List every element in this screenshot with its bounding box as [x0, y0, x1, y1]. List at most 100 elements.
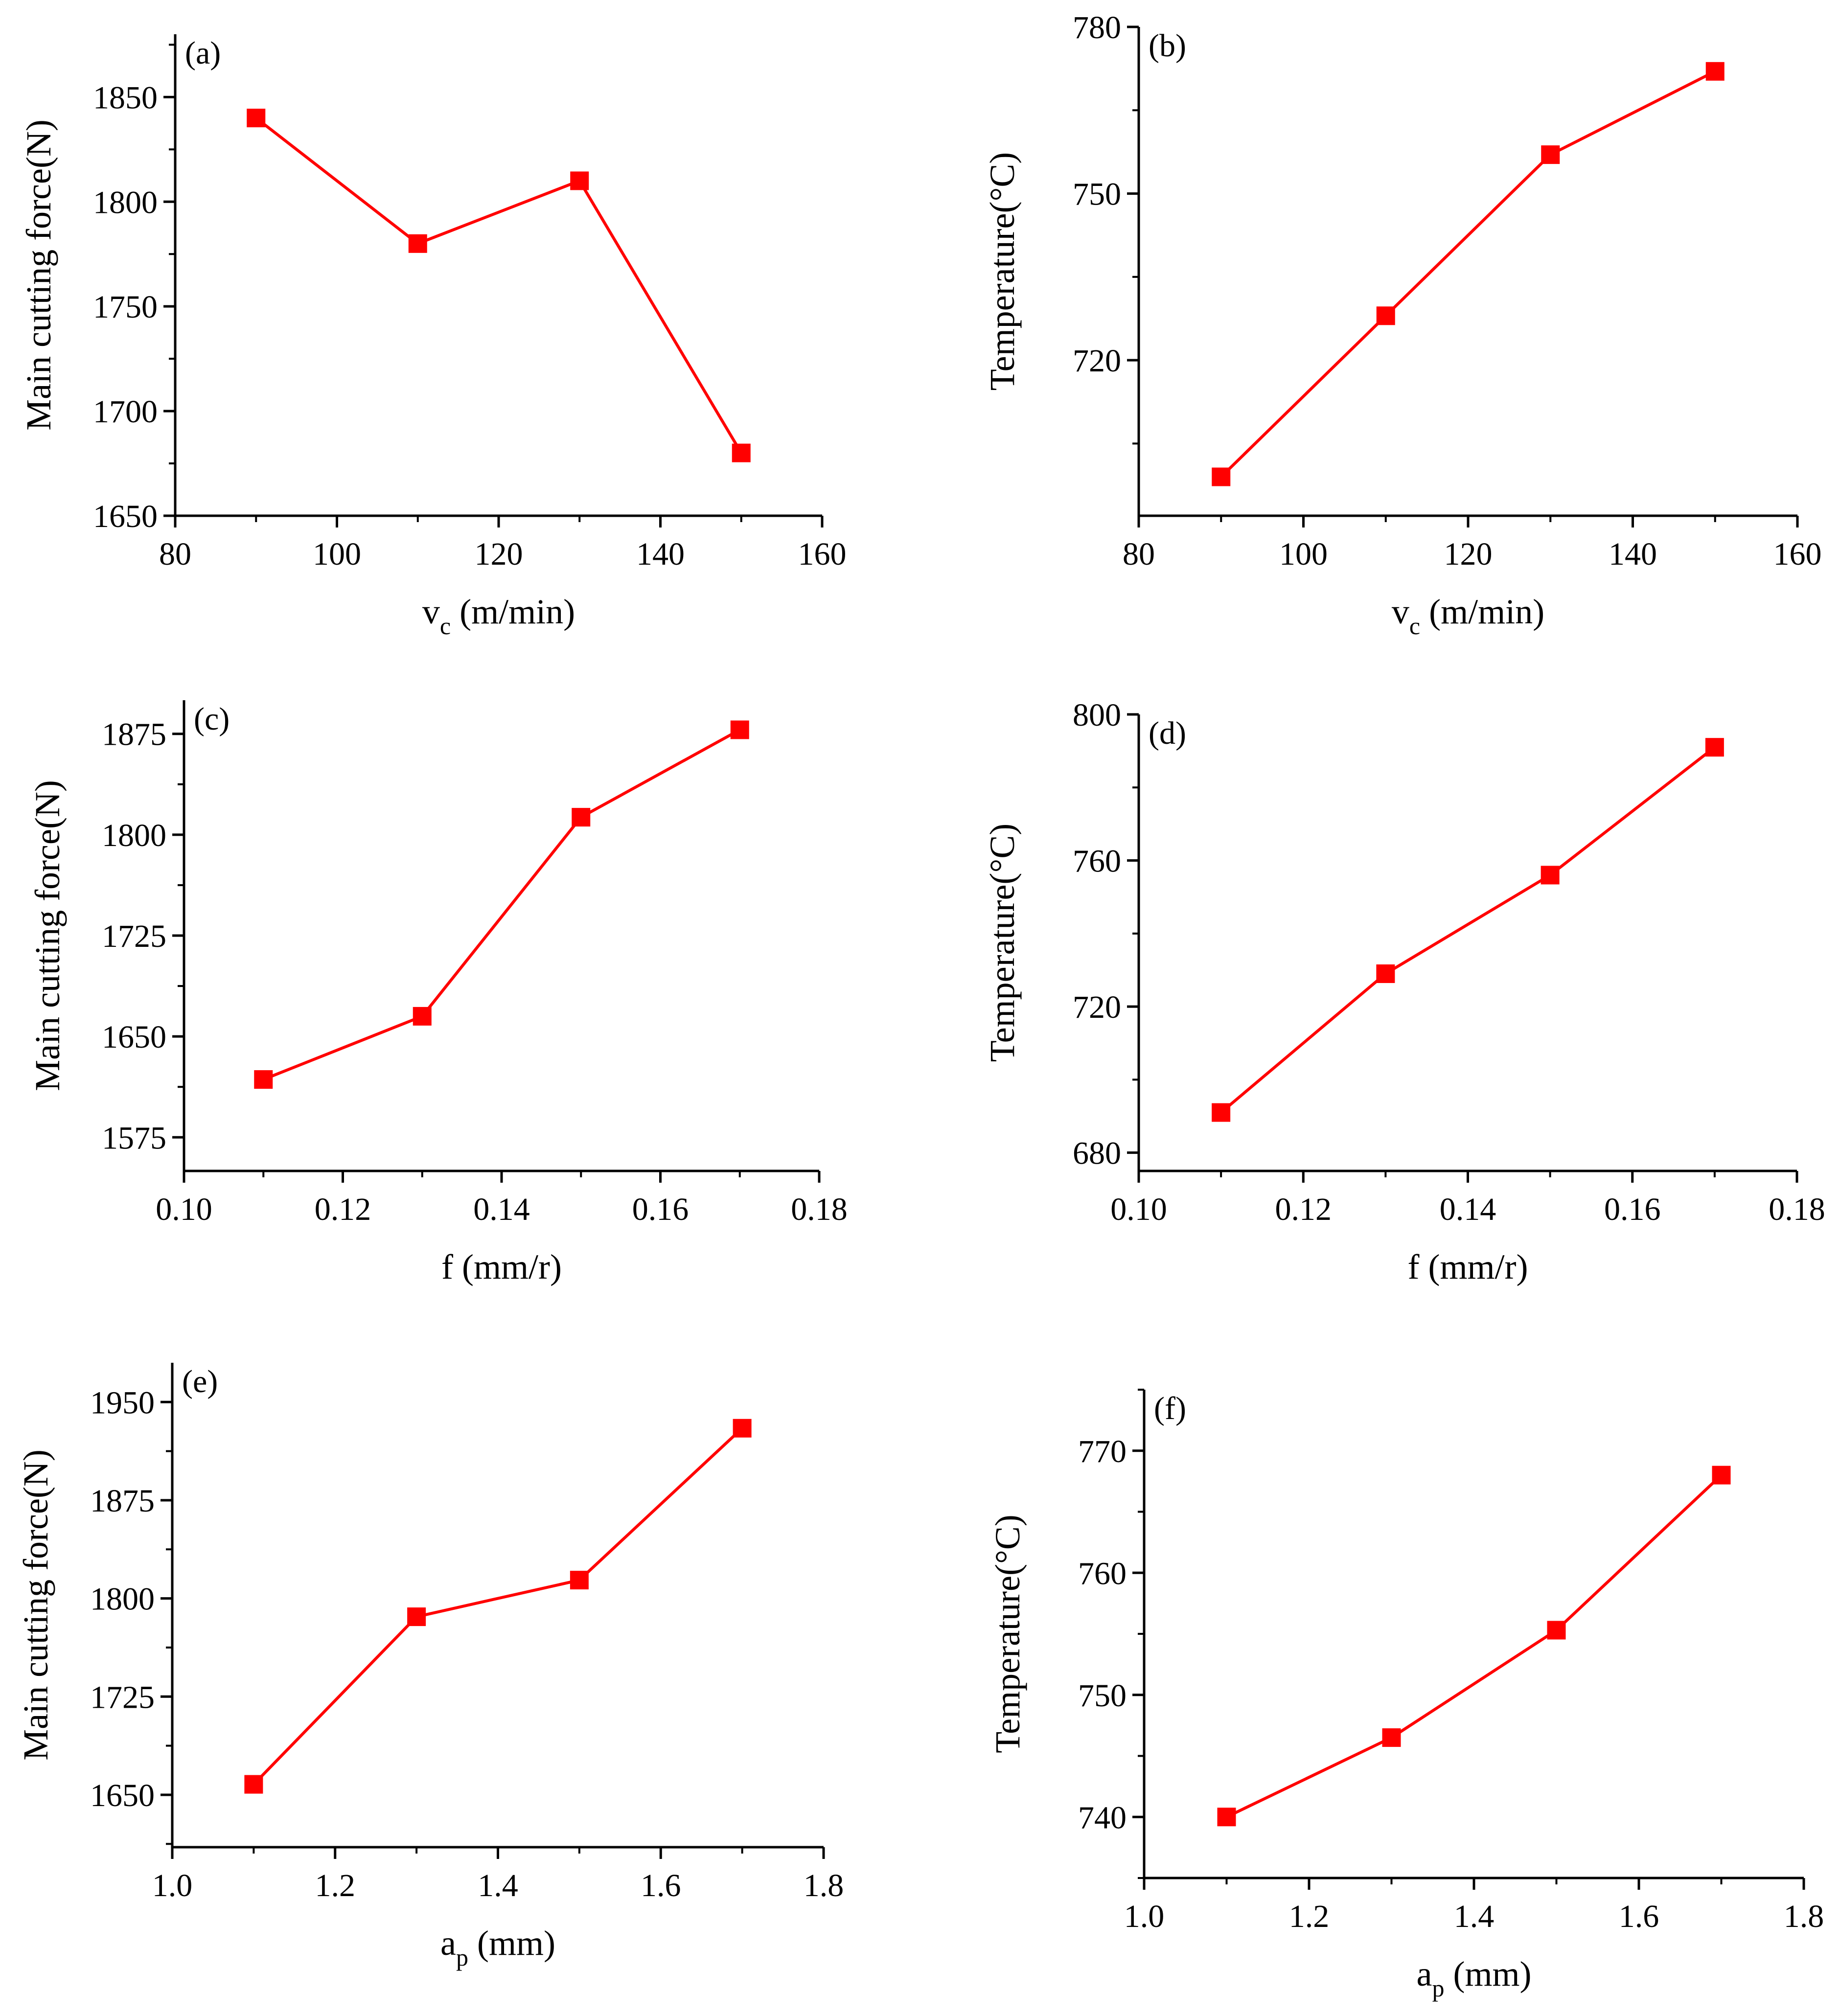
y-tick-label: 1650 [102, 1019, 166, 1055]
y-axis-title: Temperature(°C) [983, 152, 1022, 391]
x-axis-title: f (mm/r) [1408, 1247, 1528, 1286]
data-point [413, 1007, 432, 1026]
x-tick-label: 1.6 [1619, 1899, 1659, 1934]
y-axis-title: Main cutting force(N) [19, 119, 58, 431]
y-tick-label: 1725 [102, 918, 166, 954]
y-tick-label: 760 [1078, 1556, 1127, 1591]
x-tick-label: 1.8 [1784, 1899, 1824, 1934]
x-tick-label: 0.18 [1769, 1191, 1825, 1227]
y-tick-label: 1800 [90, 1581, 155, 1617]
x-tick-label: 1.8 [804, 1868, 844, 1903]
panel-label: (c) [194, 701, 230, 737]
x-axis-title: vc (m/min) [422, 592, 575, 640]
chart-panel: 1.0 1.2 1.4 1.6 1.8 740 750 760 770 (f) ap (mm) Tem… [988, 1389, 1824, 2002]
x-tick-label: 120 [475, 536, 523, 572]
series-line [253, 1427, 743, 1786]
chart-panel: 80 100 120 140 160 720 750 780 (b) vc (m/min) Temp… [983, 10, 1822, 640]
x-tick-label: 80 [1123, 536, 1155, 572]
y-tick-label: 1700 [93, 394, 158, 430]
x-tick-label: 1.0 [152, 1868, 193, 1903]
series-line [263, 728, 741, 1081]
y-tick-label: 1850 [93, 80, 158, 115]
y-tick-label: 740 [1078, 1800, 1127, 1835]
y-tick-label: 1725 [90, 1679, 155, 1715]
series-line [1220, 746, 1716, 1114]
data-point [1541, 866, 1560, 885]
x-tick-label: 0.16 [632, 1191, 689, 1227]
data-point [1376, 306, 1395, 325]
data-point [733, 1419, 752, 1438]
panel-label: (b) [1149, 28, 1186, 64]
x-tick-label: 1.0 [1124, 1899, 1165, 1934]
x-tick-label: 1.2 [315, 1868, 356, 1903]
x-tick-label: 1.6 [641, 1868, 681, 1903]
panel-label: (a) [185, 35, 221, 71]
data-point [1212, 1103, 1231, 1122]
y-tick-label: 770 [1078, 1434, 1127, 1469]
y-tick-label: 1650 [90, 1778, 155, 1813]
data-point [1547, 1621, 1566, 1640]
y-tick-label: 680 [1073, 1136, 1121, 1171]
x-tick-label: 80 [159, 536, 191, 572]
x-tick-label: 160 [798, 536, 847, 572]
x-tick-label: 140 [636, 536, 685, 572]
y-tick-label: 750 [1073, 177, 1121, 212]
series-line [255, 116, 743, 454]
y-tick-label: 1875 [90, 1483, 155, 1519]
panel-label: (f) [1154, 1391, 1186, 1426]
x-tick-label: 100 [313, 536, 361, 572]
y-tick-label: 1800 [93, 184, 158, 220]
data-point [407, 1607, 426, 1627]
chart-panel: 1.0 1.2 1.4 1.6 1.8 1650 1725 1800 1875 1950 (e) ap… [16, 1363, 844, 1971]
x-tick-label: 0.12 [1275, 1191, 1332, 1227]
data-point [570, 171, 589, 190]
y-tick-label: 760 [1073, 844, 1121, 879]
series-line [1226, 1474, 1723, 1818]
chart-panel: 0.10 0.12 0.14 0.16 0.18 1575 1650 1725 1800 1875… [28, 700, 848, 1286]
data-point [1705, 738, 1724, 757]
y-axis-title: Temperature(°C) [988, 1514, 1027, 1753]
data-point [1382, 1728, 1401, 1747]
x-axis-title: ap (mm) [440, 1924, 555, 1971]
x-tick-label: 1.2 [1289, 1899, 1330, 1934]
y-tick-label: 1575 [102, 1120, 166, 1156]
data-point [732, 443, 751, 462]
x-axis-title: f (mm/r) [441, 1247, 562, 1286]
data-point [1541, 145, 1560, 164]
x-tick-label: 0.14 [1440, 1191, 1496, 1227]
x-tick-label: 1.4 [478, 1868, 518, 1903]
y-axis-title: Temperature(°C) [983, 824, 1022, 1062]
data-point [408, 234, 427, 253]
data-point [1705, 62, 1725, 81]
data-point [1712, 1466, 1731, 1485]
y-tick-label: 1950 [90, 1385, 155, 1420]
y-tick-label: 1750 [93, 289, 158, 325]
x-tick-label: 0.18 [791, 1191, 848, 1227]
y-tick-label: 720 [1073, 343, 1121, 379]
x-tick-label: 0.10 [156, 1191, 212, 1227]
x-tick-label: 100 [1279, 536, 1328, 572]
data-point [570, 1571, 589, 1590]
y-axis-title: Main cutting force(N) [28, 780, 67, 1091]
chart-panel: 0.10 0.12 0.14 0.16 0.18 680 720 760 800 (d) f (mm… [983, 697, 1825, 1286]
y-tick-label: 780 [1073, 10, 1121, 46]
x-tick-label: 0.12 [315, 1191, 371, 1227]
y-axis-title: Main cutting force(N) [16, 1449, 55, 1761]
data-point [1217, 1808, 1236, 1827]
chart-panel: 80 100 120 140 160 1650 1700 1750 1800 1850 (a) vc … [19, 34, 847, 640]
x-tick-label: 0.10 [1110, 1191, 1167, 1227]
data-point [572, 808, 591, 827]
data-point [1212, 467, 1231, 486]
y-tick-label: 1875 [102, 717, 166, 753]
y-tick-label: 750 [1078, 1678, 1127, 1714]
data-point [247, 109, 266, 128]
x-tick-label: 160 [1773, 536, 1822, 572]
data-point [1376, 964, 1395, 983]
y-tick-label: 720 [1073, 989, 1121, 1025]
y-tick-label: 1800 [102, 818, 166, 853]
x-tick-label: 0.14 [473, 1191, 530, 1227]
y-tick-label: 800 [1073, 697, 1121, 733]
panel-label: (d) [1149, 715, 1186, 751]
data-point [244, 1775, 263, 1794]
